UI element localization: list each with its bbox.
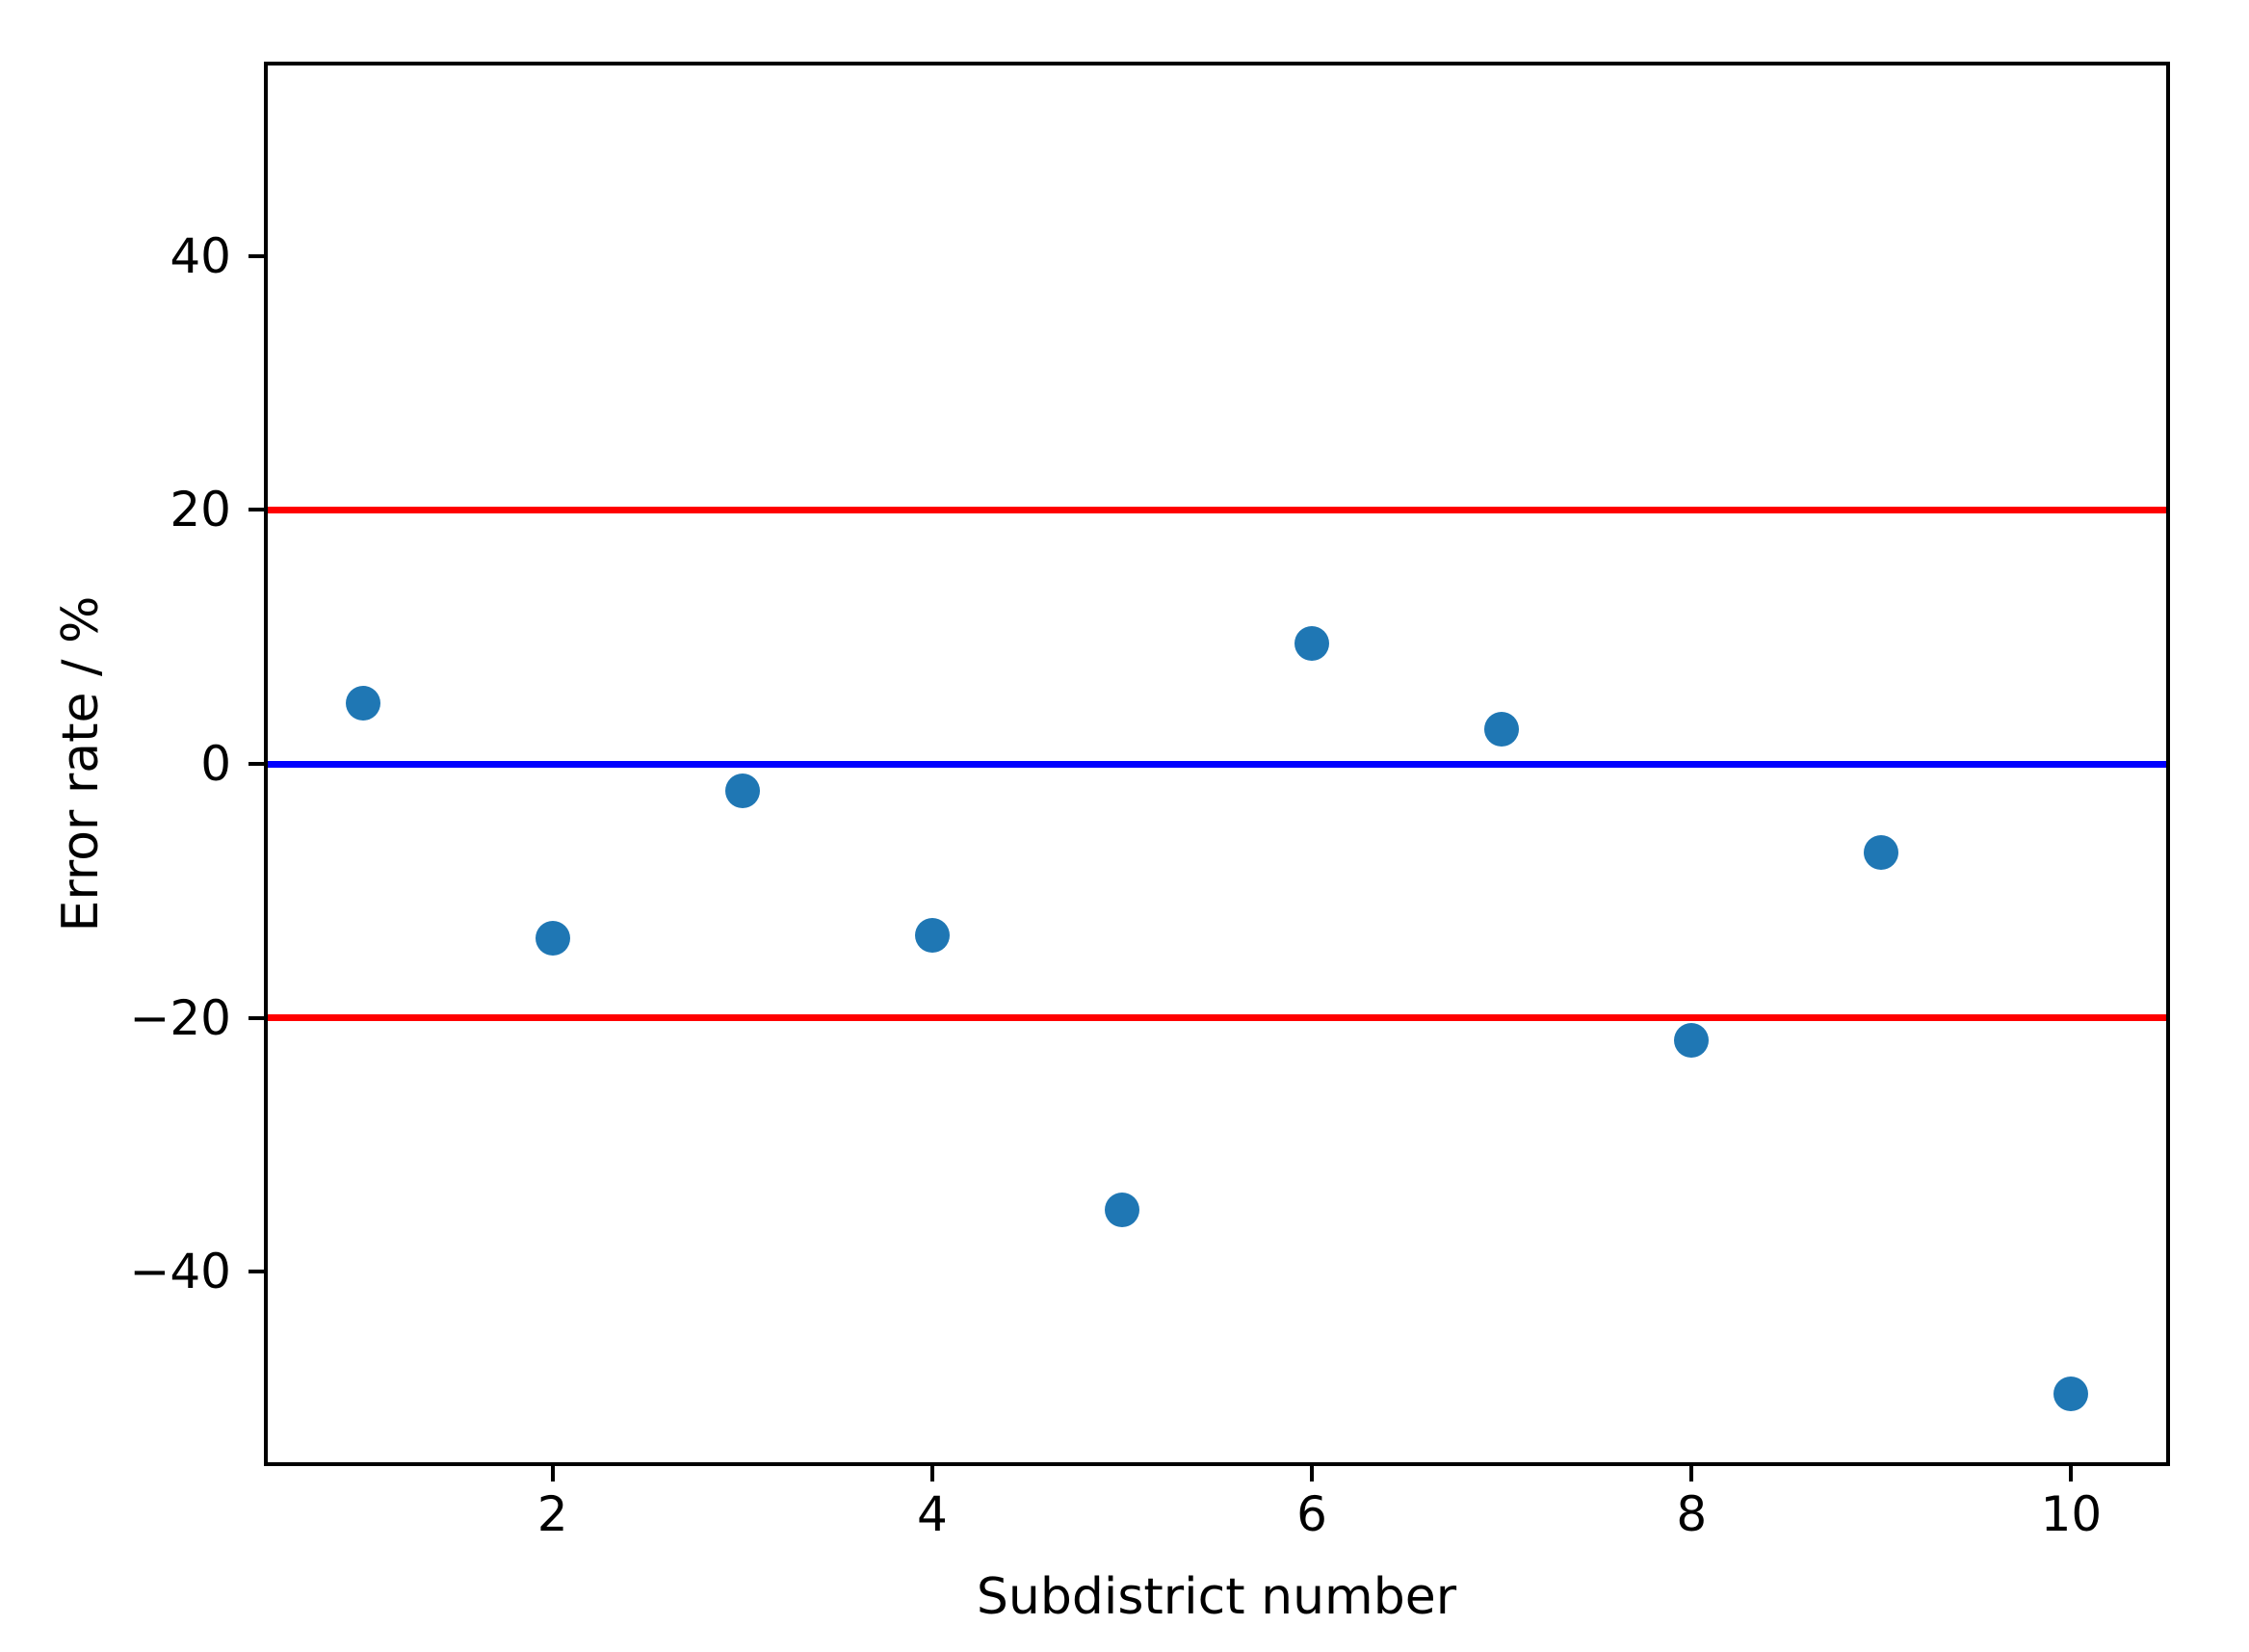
y-tick-label-0: 0: [200, 736, 231, 792]
x-tick-mark-6: [1310, 1466, 1315, 1482]
scatter-point-x7: [1484, 712, 1520, 747]
scatter-point-x8: [1674, 1023, 1710, 1059]
zero-error-line: [268, 760, 2166, 768]
scatter-point-x10: [2053, 1376, 2089, 1411]
x-tick-mark-10: [2069, 1466, 2074, 1482]
y-tick-label--20: −20: [129, 989, 231, 1046]
x-tick-label-4: 4: [916, 1486, 948, 1542]
x-tick-label-2: 2: [536, 1486, 568, 1542]
y-tick-mark--20: [248, 1015, 264, 1020]
y-tick-mark-20: [248, 508, 264, 512]
y-tick-label--40: −40: [129, 1244, 231, 1300]
x-tick-label-6: 6: [1296, 1486, 1327, 1542]
x-tick-mark-2: [550, 1466, 555, 1482]
scatter-point-x6: [1294, 625, 1330, 661]
y-tick-mark-0: [248, 762, 264, 766]
x-tick-label-8: 8: [1676, 1486, 1708, 1542]
scatter-point-x5: [1104, 1192, 1139, 1227]
x-tick-mark-4: [929, 1466, 934, 1482]
x-tick-mark-8: [1689, 1466, 1694, 1482]
y-tick-mark--40: [248, 1270, 264, 1274]
scatter-point-x2: [535, 920, 570, 956]
scatter-point-x1: [345, 685, 380, 721]
y-tick-label-20: 20: [170, 482, 231, 538]
plot-area: [264, 62, 2170, 1466]
scatter-point-x9: [1864, 835, 1899, 871]
x-axis-label: Subdistrict number: [976, 1568, 1457, 1626]
y-tick-label-40: 40: [170, 227, 231, 284]
scatter-point-x3: [724, 773, 760, 808]
x-tick-label-10: 10: [2040, 1486, 2103, 1542]
lower-threshold-line: [268, 1014, 2166, 1022]
upper-threshold-line: [268, 506, 2166, 513]
y-tick-mark-40: [248, 253, 264, 258]
scatter-point-x4: [914, 917, 950, 953]
